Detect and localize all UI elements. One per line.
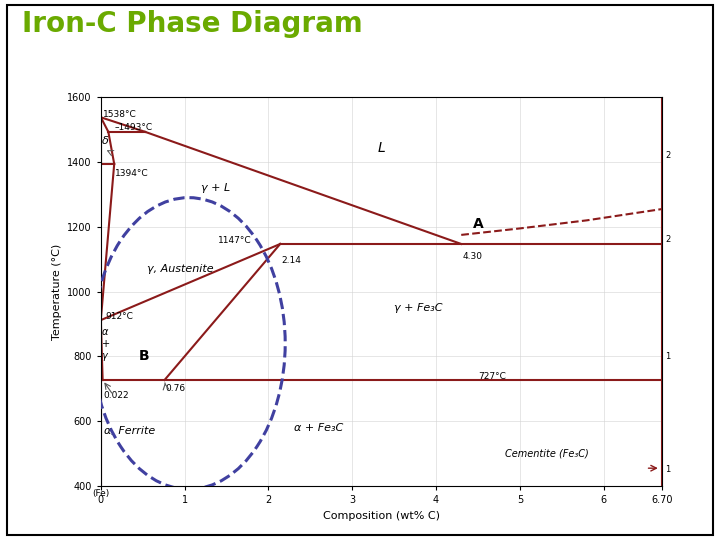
Text: L: L: [377, 141, 385, 156]
Text: γ + Fe₃C: γ + Fe₃C: [394, 303, 443, 313]
Text: δ: δ: [102, 136, 109, 146]
Text: γ, Austenite: γ, Austenite: [147, 264, 214, 274]
Text: 1147°C: 1147°C: [218, 236, 252, 245]
X-axis label: Composition (wt% C): Composition (wt% C): [323, 511, 440, 521]
Text: Iron-C Phase Diagram: Iron-C Phase Diagram: [22, 10, 362, 38]
Text: 1: 1: [665, 352, 670, 361]
Text: 0.022: 0.022: [103, 391, 129, 400]
Text: B: B: [139, 349, 150, 363]
Y-axis label: Temperature (°C): Temperature (°C): [52, 244, 62, 340]
Text: α + Fe₃C: α + Fe₃C: [294, 423, 343, 433]
Text: 2.14: 2.14: [282, 256, 302, 265]
Text: α, Ferrite: α, Ferrite: [104, 426, 156, 436]
Text: 1394°C: 1394°C: [115, 169, 148, 178]
Text: 1: 1: [665, 465, 670, 474]
Text: 4.30: 4.30: [463, 252, 483, 261]
Text: 1538°C: 1538°C: [102, 110, 136, 119]
Text: Cementite (Fe₃C): Cementite (Fe₃C): [505, 449, 588, 459]
Text: α
+
γ: α + γ: [102, 327, 109, 361]
Text: γ + L: γ + L: [202, 183, 230, 193]
Text: 727°C: 727°C: [478, 372, 506, 381]
Text: 2: 2: [665, 235, 670, 244]
Text: (Fe): (Fe): [92, 489, 109, 498]
Text: 2: 2: [665, 151, 670, 160]
Text: 912°C: 912°C: [105, 312, 133, 321]
Text: 0.76: 0.76: [166, 383, 186, 393]
Text: –1493°C: –1493°C: [115, 124, 153, 132]
Text: A: A: [472, 217, 483, 231]
